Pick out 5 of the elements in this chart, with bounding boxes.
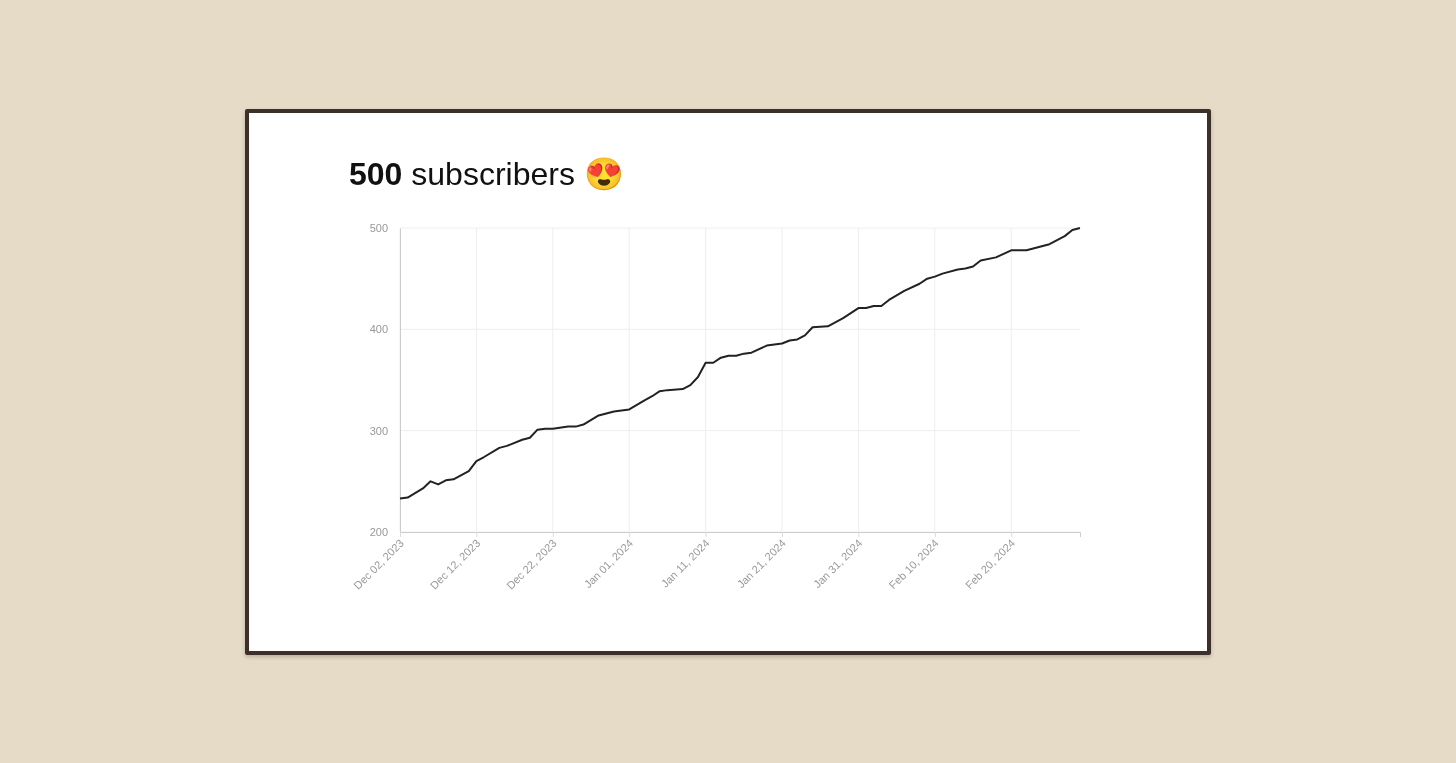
y-tick-label: 200 [369, 526, 388, 539]
y-tick-label: 400 [369, 323, 388, 336]
chart-title: 500 subscribers 😍 [349, 156, 624, 192]
y-tick-label: 500 [369, 222, 388, 235]
y-tick-label: 300 [369, 424, 388, 437]
